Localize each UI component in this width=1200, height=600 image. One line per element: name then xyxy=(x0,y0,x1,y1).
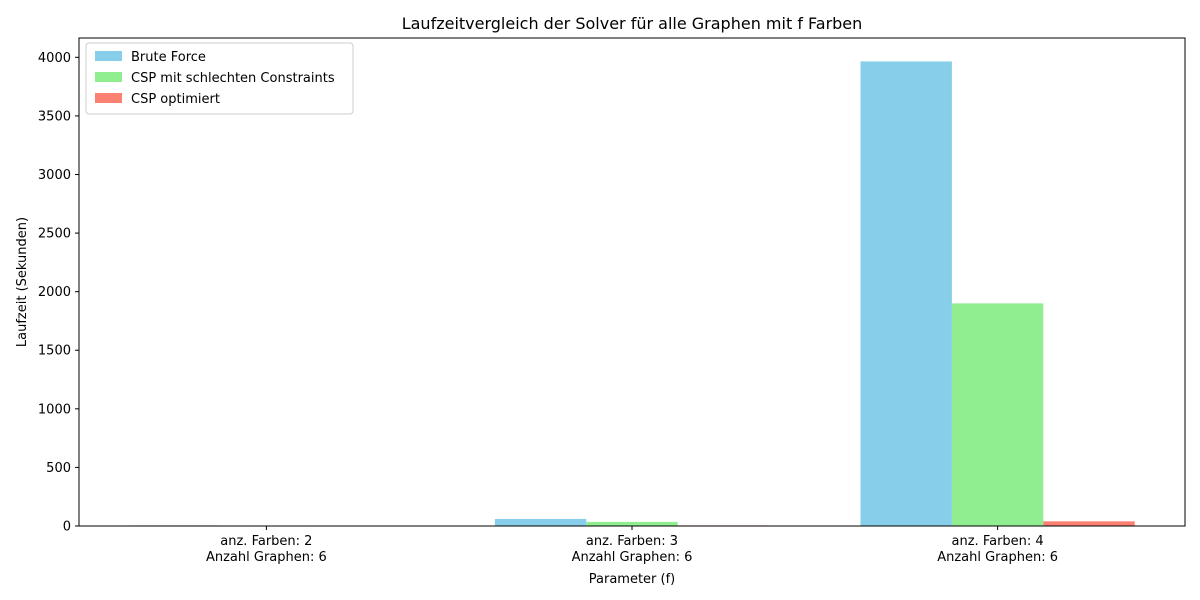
bar-1-3 xyxy=(860,61,952,527)
y-tick-label-4: 2000 xyxy=(38,285,71,300)
bar-2-3 xyxy=(951,303,1044,526)
bars-group xyxy=(129,61,1135,527)
y-tick-label-6: 3000 xyxy=(38,168,71,183)
y-tick-label-2: 1000 xyxy=(38,402,71,417)
legend-box xyxy=(85,42,354,115)
chart-title: Laufzeitvergleich der Solver für alle Gr… xyxy=(402,14,863,33)
y-tick-label-1: 500 xyxy=(46,461,71,476)
y-tick-label-5: 2500 xyxy=(38,227,71,242)
legend-label-2: CSP mit schlechten Constraints xyxy=(131,71,335,86)
legend-label-3: CSP optimiert xyxy=(131,92,220,107)
legend-swatch-1 xyxy=(95,51,122,61)
x-tick-label-2-0: anz. Farben: 4 xyxy=(952,534,1044,549)
x-tick-label-2-1: Anzahl Graphen: 6 xyxy=(937,550,1058,565)
y-tick-label-7: 3500 xyxy=(38,109,71,124)
x-tick-label-0-0: anz. Farben: 2 xyxy=(220,534,312,549)
x-tick-label-1-1: Anzahl Graphen: 6 xyxy=(572,550,693,565)
y-tick-label-3: 1500 xyxy=(38,344,71,359)
bar-3-3 xyxy=(1043,521,1135,526)
x-axis-title: Parameter (f) xyxy=(589,572,676,587)
y-tick-label-8: 4000 xyxy=(38,51,71,66)
y-axis: 0 500 1000 1500 2000 2500 3000 3500 4000 xyxy=(38,51,79,535)
legend: Brute Force CSP mit schlechten Constraint… xyxy=(85,42,354,115)
y-tick-label-0: 0 xyxy=(63,520,71,535)
legend-swatch-2 xyxy=(95,72,122,82)
y-axis-title: Laufzeit (Sekunden) xyxy=(15,217,30,347)
bar-2-2 xyxy=(586,521,678,526)
legend-label-1: Brute Force xyxy=(131,50,206,65)
bar-1-2 xyxy=(494,518,587,526)
x-tick-label-1-0: anz. Farben: 3 xyxy=(586,534,678,549)
legend-swatch-3 xyxy=(95,93,122,103)
x-tick-label-0-1: Anzahl Graphen: 6 xyxy=(206,550,327,565)
